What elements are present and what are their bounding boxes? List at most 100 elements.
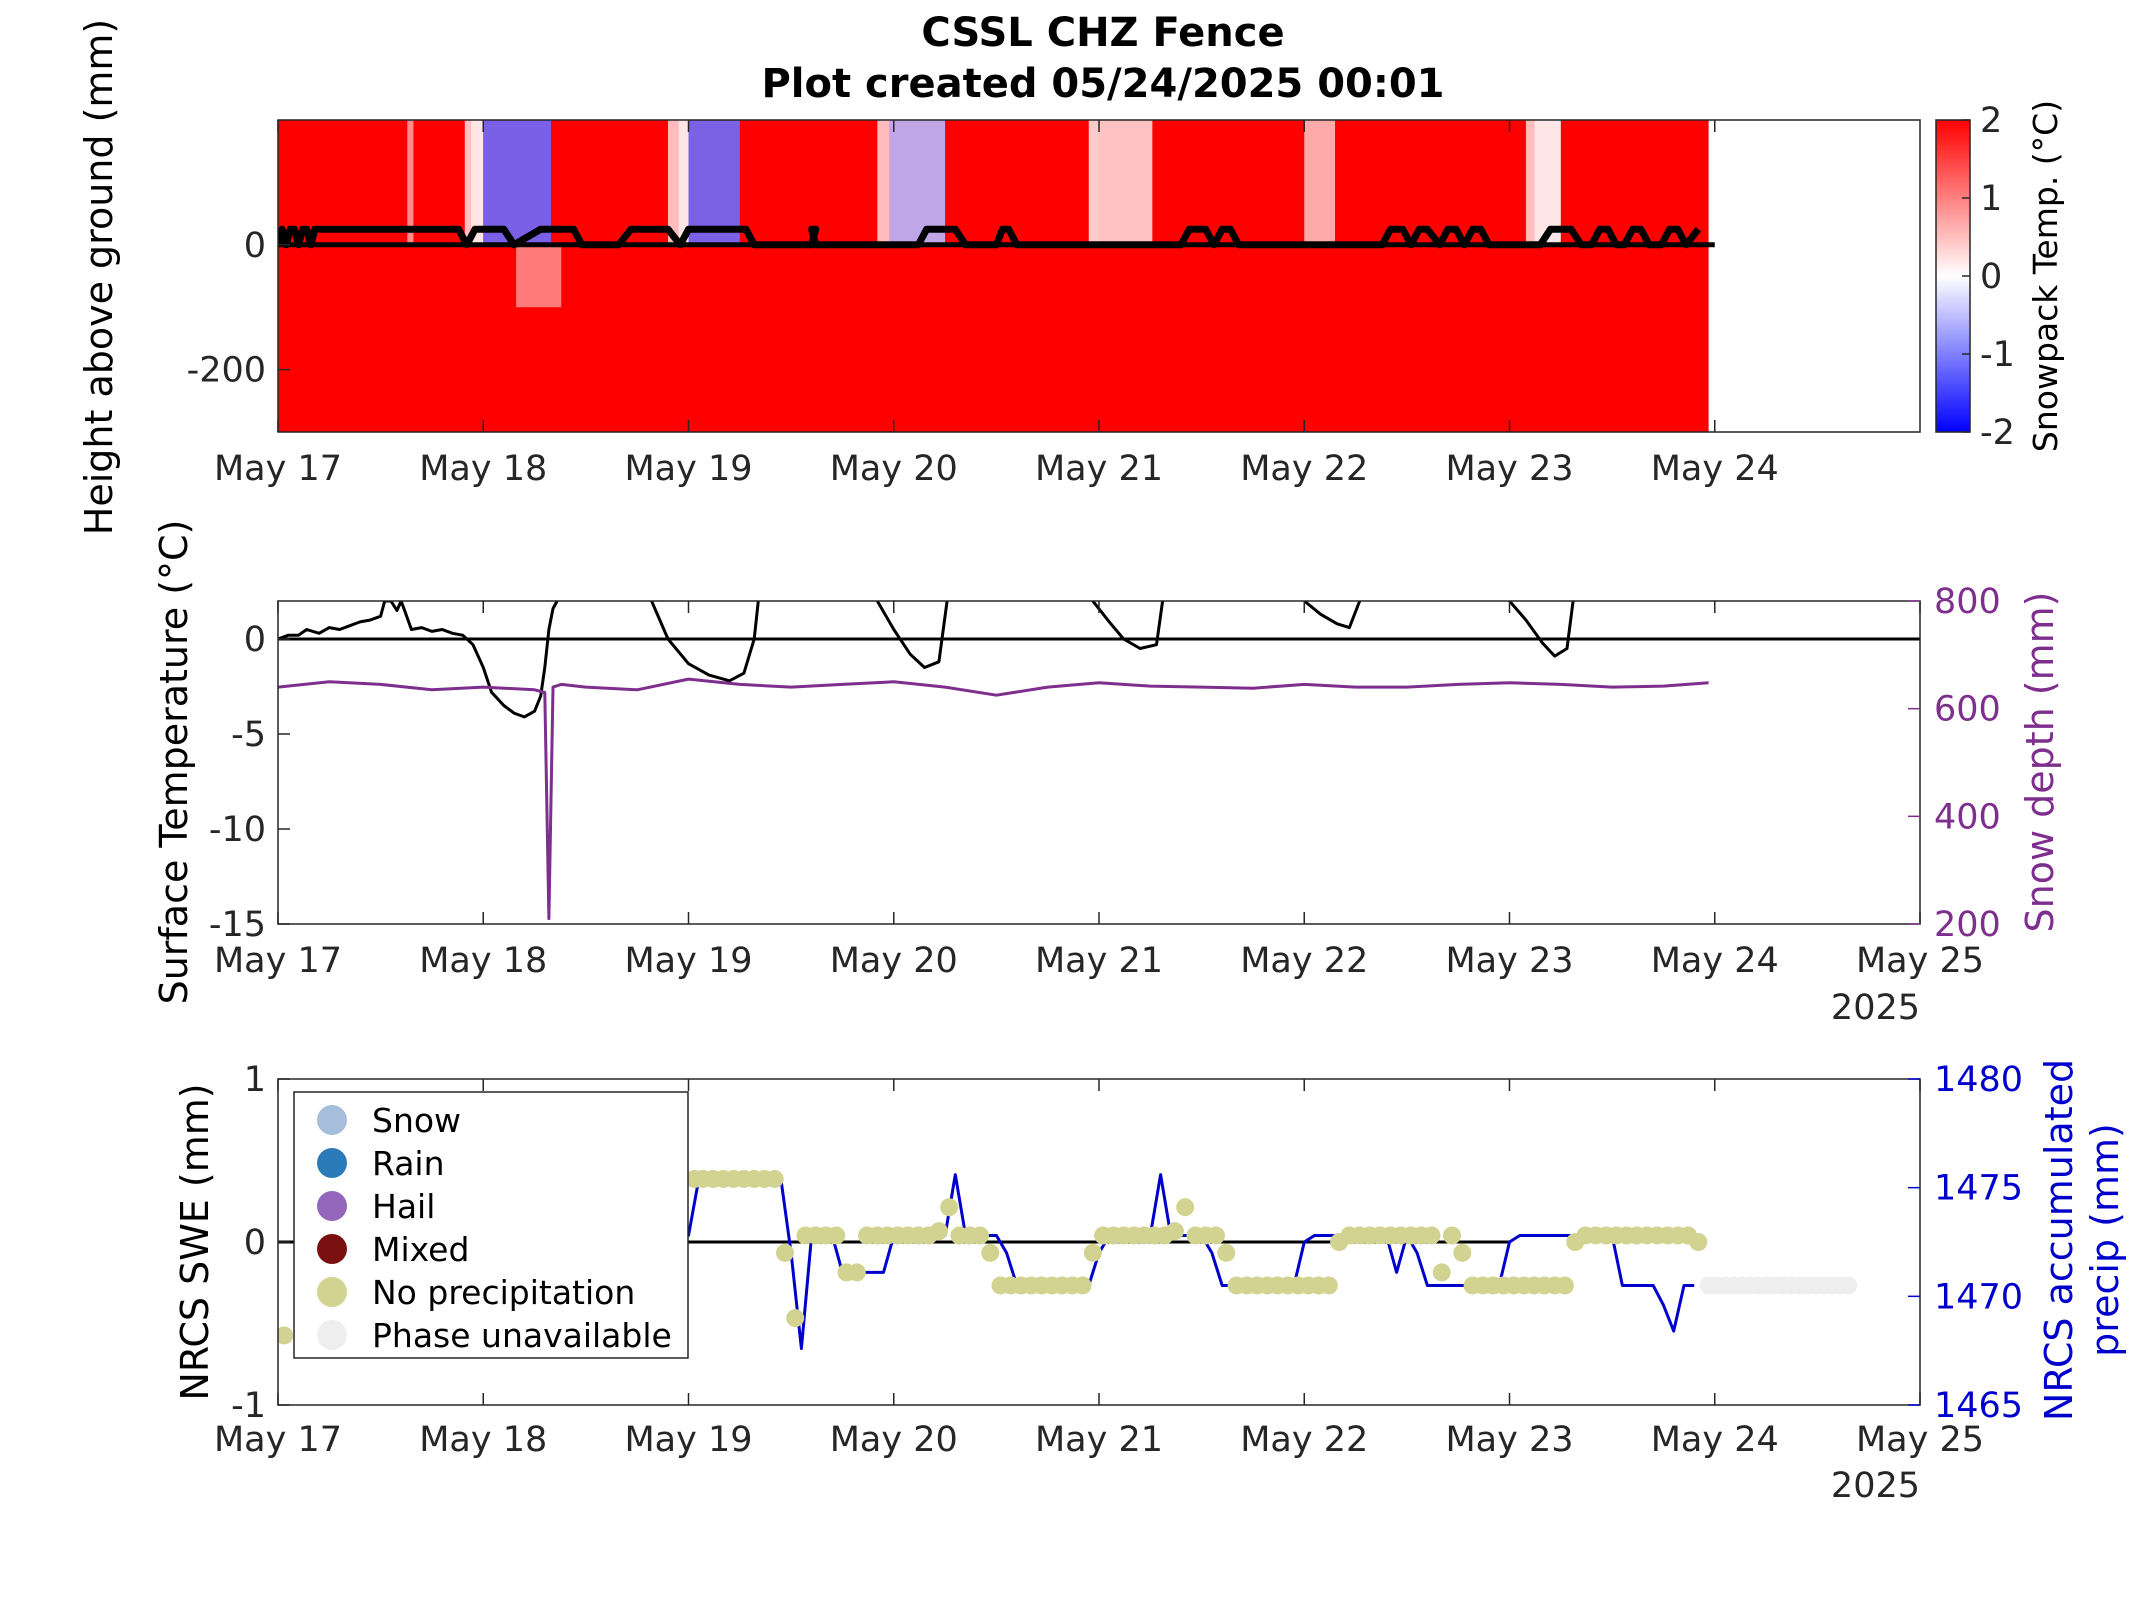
legend-label-4: No precipitation [372, 1273, 635, 1312]
x-tick-label-5: May 22 [1240, 941, 1368, 981]
no-precip-point-63 [1319, 1276, 1338, 1295]
snowpack-panel: May 17 May 18 May 19 May 20 May 21 May 22 May … [77, 19, 2065, 536]
heatmap-band-9 [1088, 120, 1099, 245]
figure-title-line-2: Plot created 05/24/2025 00:01 [761, 61, 1444, 107]
x-tick-label-2: May 19 [624, 941, 752, 981]
surface-temperature-dip-4 [1508, 601, 1575, 658]
no-precip-point-53 [1217, 1243, 1236, 1262]
no-precip-point-48 [1165, 1222, 1184, 1241]
heatmap-band-2 [470, 120, 484, 245]
x-tick-label-5: May 22 [1240, 1420, 1368, 1460]
x-tick-label-1: May 18 [419, 1420, 547, 1460]
x-tick-label-3: May 20 [830, 941, 958, 981]
precip-y-tick-label-3: 1465 [1934, 1386, 2023, 1426]
colorbar-tick-label-3: -1 [1980, 335, 2015, 375]
snow-depth-ylabel: Snow depth (mm) [2018, 592, 2062, 933]
legend-label-0: Snow [372, 1101, 461, 1140]
phase-unavailable-point-17 [1839, 1276, 1858, 1295]
no-precip-point-75 [1443, 1226, 1462, 1245]
precip-y-tick-label-1: 1475 [1934, 1169, 2023, 1209]
no-precip-point-76 [1453, 1243, 1472, 1262]
no-precip-point-17 [847, 1263, 866, 1282]
x-tick-label-0: May 17 [214, 1420, 342, 1460]
precip-ylabel-line-2: precip (mm) [2083, 1123, 2127, 1357]
legend-label-5: Phase unavailable [372, 1316, 672, 1355]
snowpack-ylabel: Height above ground (mm) [77, 19, 121, 536]
swe-ylabel: NRCS SWE (mm) [173, 1083, 217, 1400]
no-precip-point-86 [1555, 1276, 1574, 1295]
heatmap-band-3 [483, 120, 551, 245]
colorbar-tick-label-4: -2 [1980, 413, 2015, 453]
accumulated-precip-line [678, 1173, 1695, 1350]
heatmap-band-6 [688, 120, 740, 245]
figure-title-line-1: CSSL CHZ Fence [921, 10, 1284, 56]
x-tick-label-2: May 19 [624, 449, 752, 489]
snow-depth-y-tick-label-0: 800 [1934, 582, 2001, 622]
x-tick-label-1: May 18 [419, 449, 547, 489]
swe-panel: May 17 May 18 May 19 May 20 May 21 May 22 May … [173, 1059, 2127, 1506]
x-tick-label-4: May 21 [1035, 449, 1163, 489]
swe-y-tick-label-0: 1 [244, 1060, 266, 1100]
no-precip-point-11 [786, 1309, 805, 1328]
swe-year-label: 2025 [1831, 1466, 1920, 1506]
x-tick-label-1: May 18 [419, 941, 547, 981]
colorbar-ticks: 2 1 0 -1 -2 [1962, 101, 2015, 453]
snow-depth-y-tick-label-1: 600 [1934, 690, 2001, 730]
surface-y-tick-label-0: 0 [244, 620, 266, 660]
x-tick-label-7: May 24 [1651, 941, 1779, 981]
x-tick-label-4: May 21 [1035, 1420, 1163, 1460]
snow-depth-line [278, 677, 1709, 921]
colorbar-label: Snowpack Temp. (°C) [2026, 100, 2065, 452]
heatmap-band-11 [1304, 120, 1336, 245]
surface-axes-box [277, 600, 1921, 925]
heatmap-band-5 [678, 120, 689, 245]
snowpack-ticks: May 17 May 18 May 19 May 20 May 21 May 22 May … [187, 120, 1779, 489]
legend-label-3: Mixed [372, 1230, 469, 1269]
precip-y-tick-label-0: 1480 [1934, 1060, 2023, 1100]
no-precip-point-0 [278, 1326, 294, 1345]
surface-y-tick-label-3: -15 [209, 905, 266, 945]
surface-y-tick-label-1: -5 [231, 715, 266, 755]
no-precip-point-73 [1422, 1226, 1441, 1245]
swe-y-tick-label-1: 0 [244, 1223, 266, 1263]
surface-year-label: 2025 [1831, 988, 1920, 1028]
legend-marker-5 [317, 1320, 347, 1350]
x-tick-label-0: May 17 [214, 941, 342, 981]
no-precip-point-15 [827, 1226, 846, 1245]
snow-depth-y-tick-label-3: 200 [1934, 905, 2001, 945]
surface-temperature-dip-1 [876, 601, 949, 669]
surface-temperature-dip-0 [650, 601, 760, 683]
legend-label-2: Hail [372, 1187, 435, 1226]
x-tick-label-6: May 23 [1445, 1420, 1573, 1460]
no-precip-point-74 [1432, 1263, 1451, 1282]
legend-marker-2 [317, 1191, 347, 1221]
heatmap-band-7 [877, 120, 890, 245]
swe-legend: Snow Rain Hail Mixed No precipitation Phase u… [293, 1091, 689, 1359]
x-tick-label-7: May 24 [1651, 449, 1779, 489]
x-tick-label-8: May 25 [1856, 941, 1984, 981]
swe-plot-area [278, 1169, 1858, 1350]
snowpack-y-tick-label-1: -200 [187, 351, 266, 391]
legend-marker-4 [317, 1277, 347, 1307]
no-precip-point-52 [1206, 1226, 1225, 1245]
no-precip-point-10 [775, 1243, 794, 1262]
no-precip-point-30 [981, 1243, 1000, 1262]
no-precip-point-26 [940, 1198, 959, 1217]
legend-box [293, 1091, 689, 1359]
no-precip-point-9 [765, 1169, 784, 1188]
heatmap-band-12 [1525, 120, 1535, 245]
no-precip-point-40 [1083, 1243, 1102, 1262]
surface-lines [278, 601, 1920, 921]
x-tick-label-6: May 23 [1445, 449, 1573, 489]
surface-temperature-line [278, 601, 559, 719]
colorbar-tick-label-1: 1 [1980, 179, 2002, 219]
surface-y-tick-label-2: -10 [209, 810, 266, 850]
x-tick-label-2: May 19 [624, 1420, 752, 1460]
surface-temp-ylabel: Surface Temperature (°C) [152, 520, 196, 1005]
no-precip-point-29 [970, 1226, 989, 1245]
x-tick-label-3: May 20 [830, 1420, 958, 1460]
surface-temperature-dip-3 [1303, 601, 1362, 630]
heatmap-band-8 [889, 120, 946, 245]
x-tick-label-5: May 22 [1240, 449, 1368, 489]
snow-surface-line [278, 225, 1702, 249]
